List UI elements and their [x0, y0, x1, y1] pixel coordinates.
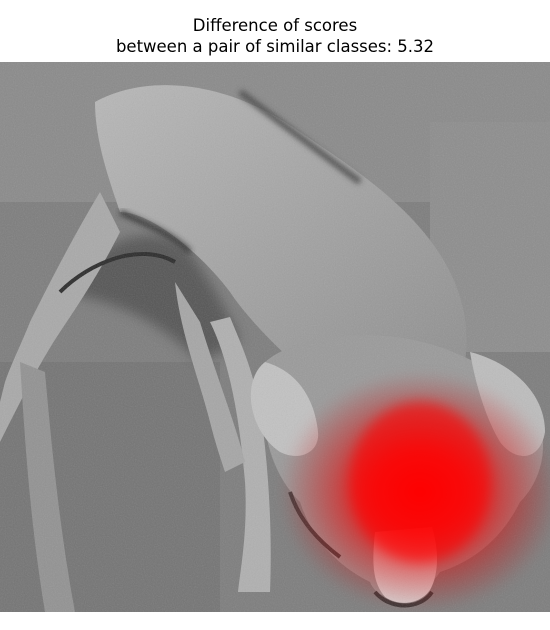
- title-line-1: Difference of scores: [192, 16, 358, 35]
- heatmap-image: [0, 62, 550, 612]
- title-line-2: between a pair of similar classes: 5.32: [115, 37, 435, 56]
- dog-photo-with-heatmap-icon: [0, 62, 550, 612]
- figure-title: Difference of scores between a pair of s…: [0, 15, 550, 57]
